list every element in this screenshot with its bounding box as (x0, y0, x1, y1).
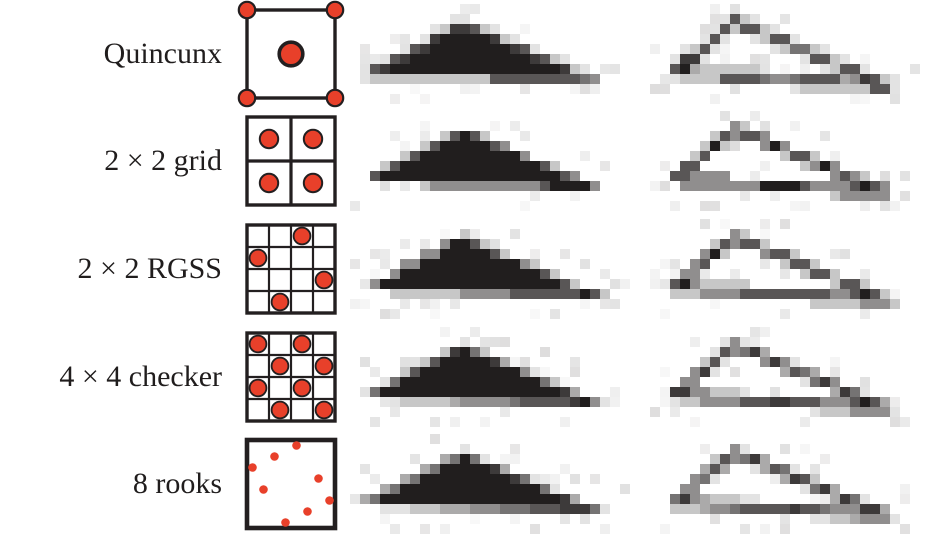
sample-dot (292, 226, 312, 246)
sample-dot (281, 518, 290, 527)
sample-dot (258, 173, 280, 194)
filled-triangle-render (350, 326, 630, 427)
checker-4x4-pattern-icon (233, 319, 349, 435)
rooks-8-pattern-icon (233, 426, 349, 542)
grid-2x2-label: 2 × 2 grid (104, 144, 222, 178)
sample-dot (248, 378, 268, 397)
rooks-8-label: 8 rooks (132, 467, 222, 501)
sample-dot (314, 356, 334, 375)
sample-dot (248, 463, 257, 472)
sample-dot (270, 292, 290, 312)
checker-4x4-label: 4 × 4 checker (59, 359, 222, 393)
sample-dot (325, 0, 345, 20)
sample-dot (248, 248, 268, 268)
sample-dot (259, 485, 268, 494)
sample-dot (292, 441, 301, 450)
outline-triangle-render (650, 3, 930, 104)
quincunx-label: Quincunx (103, 36, 222, 70)
sample-dot (292, 378, 312, 397)
outline-triangle-render (650, 111, 930, 212)
sample-dot (270, 452, 279, 461)
sample-dot (292, 334, 312, 353)
pixel-box (244, 437, 338, 531)
sample-dot (325, 496, 334, 505)
grid-2x2-pattern-icon (233, 103, 349, 219)
filled-triangle-render (350, 111, 630, 212)
sample-dot (270, 400, 290, 419)
sample-dot (258, 129, 280, 150)
sample-dot (302, 129, 324, 150)
sample-dot (277, 40, 305, 68)
sample-dot (314, 400, 334, 419)
rgss-2x2-label: 2 × 2 RGSS (77, 251, 222, 285)
filled-triangle-render (350, 218, 630, 319)
filled-triangle-render (350, 434, 630, 535)
outline-triangle-render (650, 326, 930, 427)
outline-triangle-render (650, 218, 930, 319)
sample-dot (237, 0, 257, 20)
quincunx-pattern-icon (233, 0, 349, 112)
sample-dot (237, 88, 257, 108)
sample-dot (314, 270, 334, 290)
sample-dot (270, 356, 290, 375)
outline-triangle-render (650, 434, 930, 535)
sample-dot (325, 88, 345, 108)
filled-triangle-render (350, 3, 630, 104)
sample-dot (248, 334, 268, 353)
sample-dot (314, 474, 323, 483)
rgss-2x2-pattern-icon (233, 211, 349, 327)
sample-dot (302, 173, 324, 194)
sample-dot (303, 507, 312, 516)
